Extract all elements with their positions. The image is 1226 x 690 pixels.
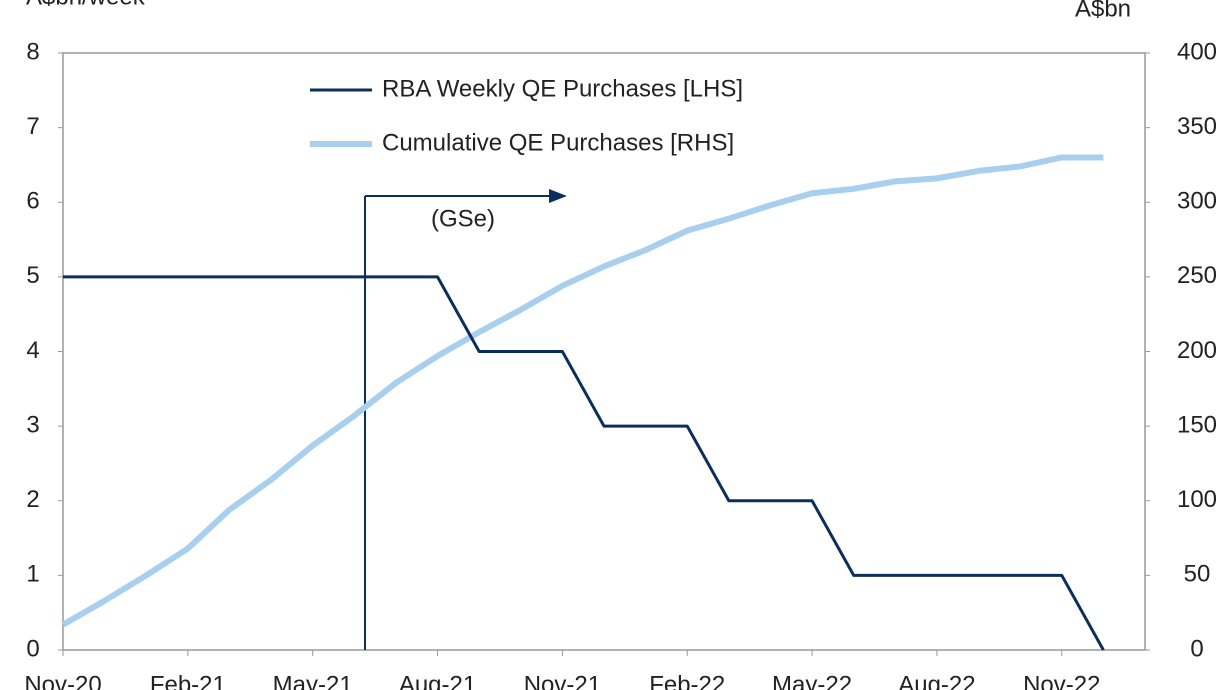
y-axis-label: A$bn/week (26, 0, 146, 10)
y-tick-label: 8 (26, 38, 39, 65)
series-line (63, 275, 1105, 651)
annotation-text: (GSe) (431, 205, 495, 232)
y2-tick-label: 300 (1177, 188, 1217, 215)
y-tick-label: 4 (26, 337, 39, 364)
y-tick-label: 7 (26, 113, 39, 140)
y2-tick-label: 50 (1184, 561, 1211, 588)
y2-tick-label: 0 (1190, 635, 1203, 662)
x-tick-label: Nov-21 (524, 671, 601, 690)
x-tick-label: May-22 (772, 671, 852, 690)
y2-tick-label: 350 (1177, 113, 1217, 140)
y2-tick-label: 200 (1177, 337, 1217, 364)
y2-tick-label: 400 (1177, 38, 1217, 65)
series-line (61, 154, 1104, 628)
y-tick-label: 5 (26, 262, 39, 289)
x-tick-label: Feb-21 (150, 671, 226, 690)
y-tick-label: 3 (26, 411, 39, 438)
y-tick-label: 0 (26, 635, 39, 662)
annotation: (GSe) (364, 189, 567, 650)
arrow-head (549, 189, 567, 203)
y-tick-label: 2 (26, 486, 39, 513)
x-tick-label: Aug-22 (898, 671, 975, 690)
x-tick-label: May-21 (273, 671, 353, 690)
legend-label: RBA Weekly QE Purchases [LHS] (382, 75, 743, 102)
legend-label: Cumulative QE Purchases [RHS] (382, 129, 734, 156)
y2-tick-label: 100 (1177, 486, 1217, 513)
y-tick-label: 1 (26, 561, 39, 588)
x-tick-label: Aug-21 (399, 671, 476, 690)
x-tick-label: Nov-20 (24, 671, 101, 690)
x-tick-label: Feb-22 (649, 671, 725, 690)
y2-tick-label: 250 (1177, 262, 1217, 289)
y2-tick-label: 150 (1177, 411, 1217, 438)
x-tick-label: Nov-22 (1023, 671, 1100, 690)
y2-axis-label: A$bn (1075, 0, 1131, 22)
y-tick-label: 6 (26, 188, 39, 215)
